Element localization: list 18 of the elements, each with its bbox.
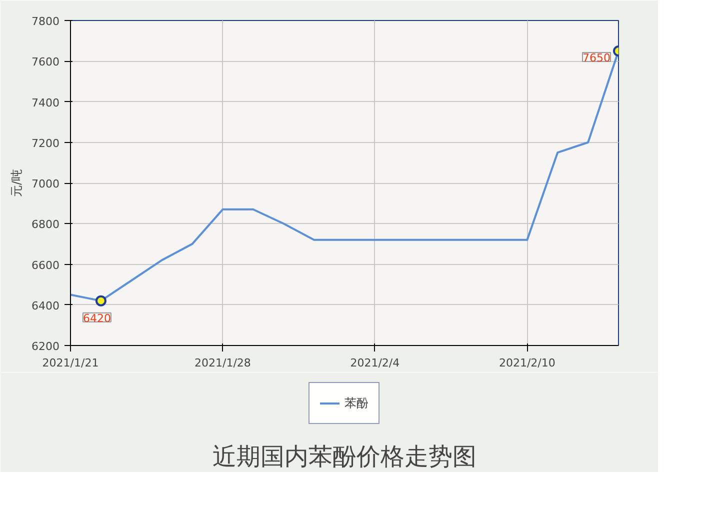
y-tick-label: 6800 [32,218,60,232]
data-label: 7650 [582,51,611,64]
text: 近期国内苯酚价格走势图 [212,442,476,470]
x-tick-label: 2021/1/28 [194,356,251,370]
x-tick-label: 2021/1/21 [42,356,99,370]
y-tick-label: 6400 [32,299,60,312]
legend-label: 苯酚 [344,394,368,412]
y-tick-label: 7600 [32,56,60,69]
y-tick-label: 7000 [32,178,60,190]
y-tick-label: 7400 [32,96,60,110]
y-tick-label: 6200 [32,340,60,353]
y-tick-label: 6600 [32,258,60,272]
data-label: 6420 [82,312,111,325]
y-tick-label: 7800 [32,15,60,28]
y-tick-label: 7200 [32,136,60,150]
x-tick-label: 2021/2/4 [350,356,400,370]
x-tick-label: 2021/2/10 [498,356,556,370]
y-axis-title: 元/吨 [10,168,24,198]
